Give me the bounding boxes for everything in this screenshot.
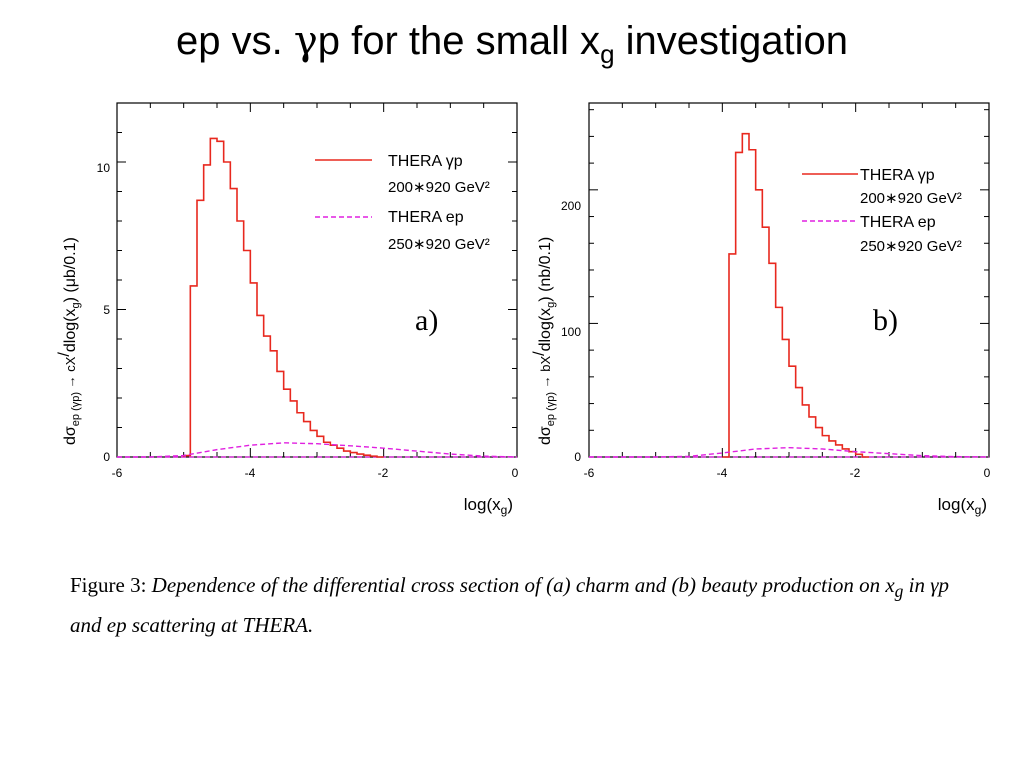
a-legend-gp-name: THERA γp: [388, 153, 463, 170]
b-ytick-100: 100: [561, 325, 581, 339]
slide-title: ep vs. γp for the small xg investigation: [0, 18, 1024, 70]
title-text: ep vs.: [175, 19, 294, 63]
a-legend-gp-energy: 200∗920 GeV²: [388, 179, 490, 196]
b-xtick-m4: -4: [717, 466, 728, 480]
a-series-gammap: [182, 137, 384, 458]
a-ytick-0: 0: [103, 450, 110, 464]
panel-b-ticks: [588, 103, 990, 458]
title-subscript: g: [600, 39, 615, 69]
a-legend-ep-energy: 250∗920 GeV²: [388, 236, 490, 253]
title-text-suffix: investigation: [614, 19, 849, 63]
b-xtick-0: 0: [984, 466, 991, 480]
panel-b: 200 100 0 -6 -4 -2 0 log(xg) dσep (γp) →…: [531, 102, 991, 517]
b-ytick-200: 200: [561, 199, 581, 213]
b-xtick-m6: -6: [584, 466, 595, 480]
b-ylabel: dσep (γp) → bX/dlog(xg) (nb/0.1): [531, 237, 557, 445]
a-xtick-m2: -2: [378, 466, 389, 480]
b-legend-ep-name: THERA ep: [860, 214, 936, 231]
title-text-mid: p for the small x: [317, 19, 601, 63]
a-series-ep: [117, 442, 518, 458]
a-legend-ep-name: THERA ep: [388, 209, 464, 226]
a-ytick-10: 10: [97, 161, 111, 175]
caption-text-end: in γp and ep scattering at THERA.: [70, 573, 950, 638]
b-legend-gp-name: THERA γp: [860, 167, 935, 184]
b-series-ep: [589, 446, 990, 458]
title-gamma: γ: [293, 18, 318, 64]
panel-b-series: [589, 132, 990, 458]
figure-caption: Figure 3: Dependence of the differential…: [70, 568, 980, 642]
caption-text: Dependence of the differential cross sec…: [151, 573, 895, 597]
a-ylabel: dσep (γp) → cX/dlog(xg) (μb/0.1): [56, 237, 82, 445]
a-xtick-0: 0: [512, 466, 519, 480]
a-xlabel: log(xg): [464, 495, 513, 517]
panel-a: 10 5 0 -6 -4 -2 0 log(xg) dσep (γp) → cX…: [56, 102, 519, 517]
figure: 10 5 0 -6 -4 -2 0 log(xg) dσep (γp) → cX…: [56, 102, 991, 517]
b-xlabel: log(xg): [938, 495, 987, 517]
b-panel-label: b): [873, 304, 898, 337]
b-xtick-m2: -2: [850, 466, 861, 480]
panel-b-frame: [588, 102, 990, 458]
a-xtick-m6: -6: [112, 466, 123, 480]
a-xtick-m4: -4: [245, 466, 256, 480]
panel-a-series: [117, 137, 518, 458]
panel-a-ticks: [116, 102, 518, 458]
caption-subscript: g: [894, 581, 904, 602]
a-panel-label: a): [415, 304, 438, 337]
b-series-gammap: [722, 132, 869, 458]
caption-label: Figure 3:: [70, 573, 147, 597]
b-ytick-0: 0: [574, 450, 581, 464]
b-legend-ep-energy: 250∗920 GeV²: [860, 238, 962, 255]
b-legend-gp-energy: 200∗920 GeV²: [860, 190, 962, 207]
a-ytick-5: 5: [103, 303, 110, 317]
